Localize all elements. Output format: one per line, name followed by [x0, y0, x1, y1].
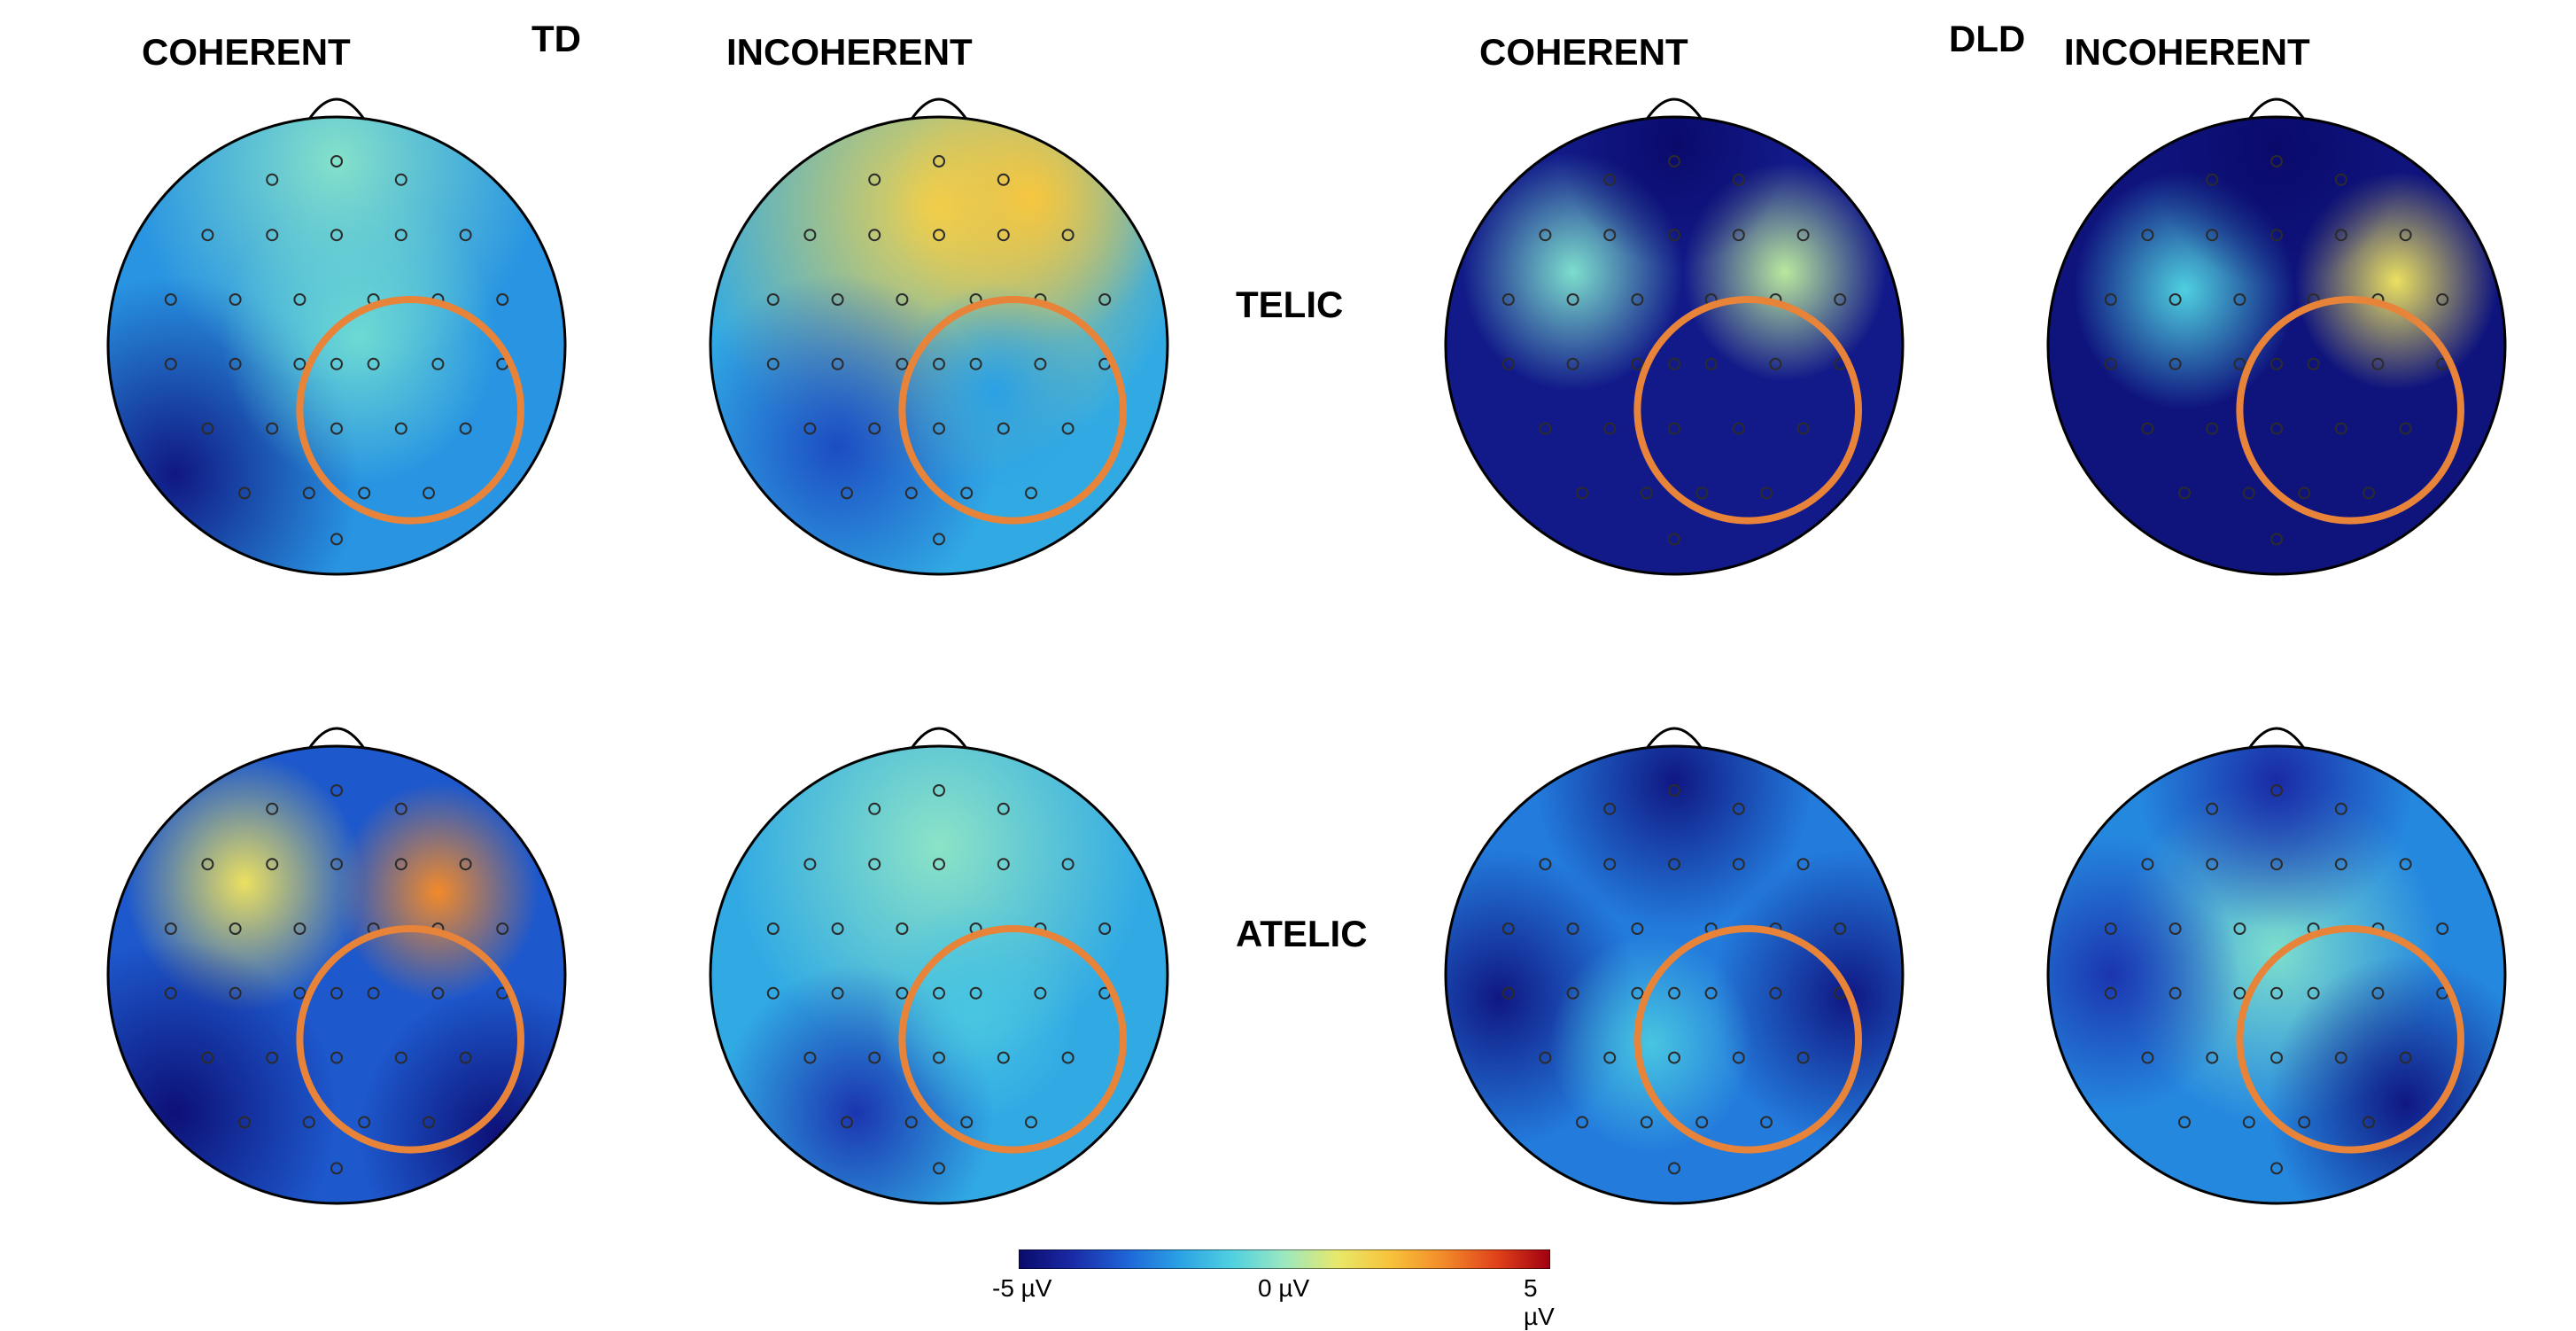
topomap-dld-telic-coh [1444, 80, 1905, 576]
topomap-dld-atelic-coh [1444, 709, 1905, 1205]
topomap-dld-telic-inc [2046, 80, 2507, 576]
colorbar-tick: 5 µV [1524, 1274, 1555, 1331]
row-label: ATELIC [1236, 913, 1368, 955]
figure-root: TD DLD COHERENT INCOHERENT COHERENT INCOHEREN… [0, 0, 2576, 1318]
topomap-td-telic-coh [106, 80, 567, 576]
column-label: INCOHERENT [2064, 31, 2310, 74]
topomap-td-telic-inc [709, 80, 1169, 576]
colorbar: -5 µV0 µV5 µV [1019, 1249, 1550, 1304]
topomap-dld-atelic-inc [2046, 709, 2507, 1205]
colorbar-tick: -5 µV [992, 1274, 1051, 1303]
group-label: TD [531, 18, 581, 60]
row-label: TELIC [1236, 284, 1343, 326]
topomap-td-atelic-coh [106, 709, 567, 1205]
column-label: COHERENT [1479, 31, 1688, 74]
group-label: DLD [1949, 18, 2025, 60]
column-label: INCOHERENT [726, 31, 973, 74]
column-label: COHERENT [142, 31, 351, 74]
topomap-td-atelic-inc [709, 709, 1169, 1205]
colorbar-tick: 0 µV [1258, 1274, 1309, 1303]
